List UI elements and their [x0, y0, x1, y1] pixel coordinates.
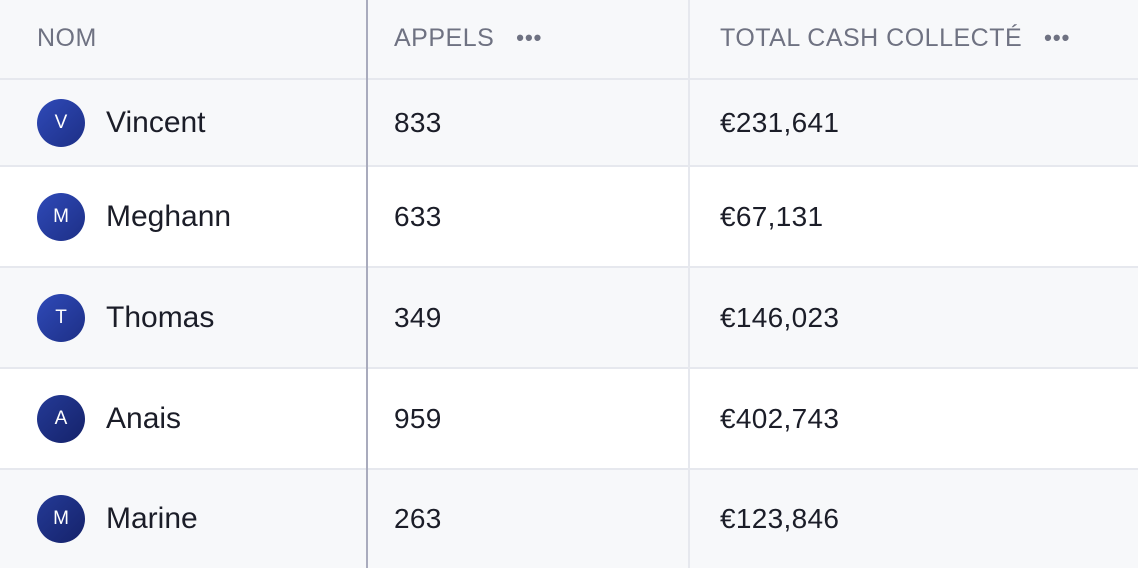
column-header-name[interactable]: NOM — [0, 0, 366, 78]
table-header: NOM APPELS ••• TOTAL CASH COLLECTÉ ••• — [0, 0, 1138, 80]
cash-value: €146,023 — [720, 301, 840, 333]
person-name: Thomas — [106, 300, 215, 334]
calls-value: 263 — [394, 503, 442, 534]
avatar: M — [37, 192, 85, 241]
calls-value: 959 — [394, 402, 442, 434]
table-row[interactable]: M Marine 263 €123,846 — [0, 470, 1138, 568]
cash-cell: €231,641 — [688, 80, 1138, 165]
cash-value: €231,641 — [720, 106, 840, 138]
calls-cell: 833 — [366, 80, 688, 165]
calls-value: 349 — [394, 301, 442, 333]
avatar: A — [37, 394, 85, 443]
name-cell: M Meghann — [0, 167, 366, 266]
cash-value: €67,131 — [720, 200, 824, 232]
column-header-calls-label: APPELS — [394, 23, 495, 52]
column-header-calls[interactable]: APPELS ••• — [366, 0, 688, 78]
avatar: T — [37, 293, 85, 342]
calls-cell: 349 — [366, 268, 688, 367]
table-row[interactable]: A Anais 959 €402,743 — [0, 369, 1138, 470]
name-cell: A Anais — [0, 369, 366, 468]
person-name: Meghann — [106, 199, 232, 233]
more-options-icon[interactable]: ••• — [516, 25, 543, 50]
avatar: V — [37, 98, 85, 147]
person-name: Anais — [106, 401, 182, 435]
cash-cell: €146,023 — [688, 268, 1138, 367]
name-cell: V Vincent — [0, 80, 366, 165]
calls-cell: 959 — [366, 369, 688, 468]
more-options-icon[interactable]: ••• — [1044, 25, 1071, 50]
person-name: Vincent — [106, 105, 206, 139]
cash-cell: €402,743 — [688, 369, 1138, 468]
table-row[interactable]: T Thomas 349 €146,023 — [0, 268, 1138, 369]
column-divider-resize-handle[interactable] — [366, 0, 368, 568]
calls-value: 633 — [394, 200, 442, 232]
cash-value: €402,743 — [720, 402, 840, 434]
cash-cell: €123,846 — [688, 470, 1138, 568]
column-header-cash[interactable]: TOTAL CASH COLLECTÉ ••• — [688, 0, 1138, 78]
cash-cell: €67,131 — [688, 167, 1138, 266]
calls-cell: 633 — [366, 167, 688, 266]
column-divider — [688, 0, 690, 568]
avatar: M — [37, 495, 85, 543]
calls-value: 833 — [394, 106, 442, 138]
calls-cell: 263 — [366, 470, 688, 568]
cash-value: €123,846 — [720, 503, 840, 534]
column-header-name-label: NOM — [37, 23, 97, 52]
name-cell: M Marine — [0, 470, 366, 568]
table-row[interactable]: M Meghann 633 €67,131 — [0, 167, 1138, 268]
name-cell: T Thomas — [0, 268, 366, 367]
table-row[interactable]: V Vincent 833 €231,641 — [0, 80, 1138, 167]
column-header-cash-label: TOTAL CASH COLLECTÉ — [720, 23, 1023, 52]
person-name: Marine — [106, 502, 198, 535]
